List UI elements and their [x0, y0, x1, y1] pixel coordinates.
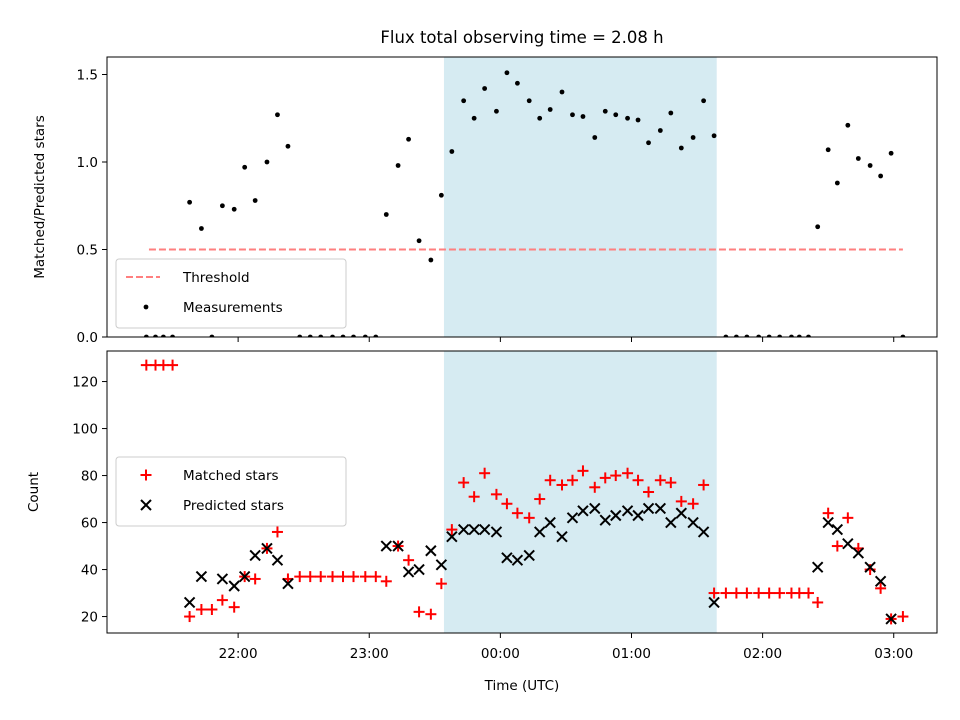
measurements-point [406, 137, 411, 142]
y-tick-label: 20 [81, 610, 98, 626]
x-tick-label: 22:00 [219, 646, 258, 662]
measurements-point [835, 181, 840, 186]
measurements-point [439, 193, 444, 198]
measurements-point [646, 140, 651, 145]
y-axis-label: Count [26, 472, 42, 512]
measurements-point [878, 174, 883, 179]
x-tick-label: 03:00 [874, 646, 913, 662]
measurements-point [845, 123, 850, 128]
measurements-point [428, 258, 433, 263]
y-tick-label: 0.0 [77, 330, 98, 346]
measurements-point [603, 109, 608, 114]
measurements-point [515, 81, 520, 86]
counts-legend: Matched stars Predicted stars [116, 457, 346, 526]
measurements-point [220, 203, 225, 208]
y-tick-label: 100 [72, 422, 98, 438]
measurements-point [868, 163, 873, 168]
y-tick-label: 1.5 [77, 68, 98, 84]
measurements-point [472, 116, 477, 121]
measurements-point [494, 109, 499, 114]
measurements-point [199, 226, 204, 231]
measurements-point [527, 98, 532, 103]
y-tick-label: 120 [72, 375, 98, 391]
measurements-point [232, 207, 237, 212]
measurements-point [592, 135, 597, 140]
y-tick-label: 60 [81, 516, 98, 532]
y-tick-label: 40 [81, 563, 98, 579]
measurements-point [286, 144, 291, 149]
measurements-point [449, 149, 454, 154]
measurements-point [636, 118, 641, 123]
legend-swatch [144, 305, 149, 310]
measurements-point [570, 112, 575, 117]
measurements-point [613, 112, 618, 117]
measurements-point [537, 116, 542, 121]
measurements-point [701, 98, 706, 103]
measurements-point [856, 156, 861, 161]
y-tick-label: 80 [81, 469, 98, 485]
chart-figure: Flux total observing time = 2.08 h Time … [0, 0, 960, 720]
legend-label: Predicted stars [183, 498, 284, 514]
measurements-point [712, 133, 717, 138]
measurements-point [668, 111, 673, 116]
measurements-point [187, 200, 192, 205]
measurements-point [265, 160, 270, 165]
measurements-point [826, 147, 831, 152]
chart-title: Flux total observing time = 2.08 h [380, 28, 663, 47]
measurements-point [275, 112, 280, 117]
y-tick-label: 0.5 [77, 243, 98, 259]
measurements-point [396, 163, 401, 168]
measurements-point [242, 165, 247, 170]
measurements-point [461, 98, 466, 103]
x-tick-label: 01:00 [612, 646, 651, 662]
ratio-legend: Threshold Measurements [116, 259, 346, 328]
measurements-point [658, 128, 663, 133]
measurements-point [560, 90, 565, 95]
shaded-interval [444, 57, 717, 337]
x-tick-label: 23:00 [350, 646, 389, 662]
legend-label: Matched stars [183, 468, 279, 484]
measurements-point [253, 198, 258, 203]
measurements-point [548, 107, 553, 112]
y-axis-label: Matched/Predicted stars [32, 115, 48, 278]
measurements-point [581, 114, 586, 119]
measurements-point [815, 224, 820, 229]
measurements-point [417, 238, 422, 243]
x-tick-label: 02:00 [743, 646, 782, 662]
legend-label: Measurements [183, 300, 283, 316]
x-axis-label: Time (UTC) [484, 678, 560, 694]
measurements-point [482, 86, 487, 91]
measurements-point [679, 146, 684, 151]
x-tick-label: 00:00 [481, 646, 520, 662]
measurements-point [384, 212, 389, 217]
measurements-point [691, 135, 696, 140]
legend-label: Threshold [182, 270, 250, 286]
shaded-interval [444, 351, 717, 633]
measurements-point [889, 151, 894, 156]
measurements-point [505, 70, 510, 75]
y-tick-label: 1.0 [77, 155, 98, 171]
measurements-point [625, 116, 630, 121]
